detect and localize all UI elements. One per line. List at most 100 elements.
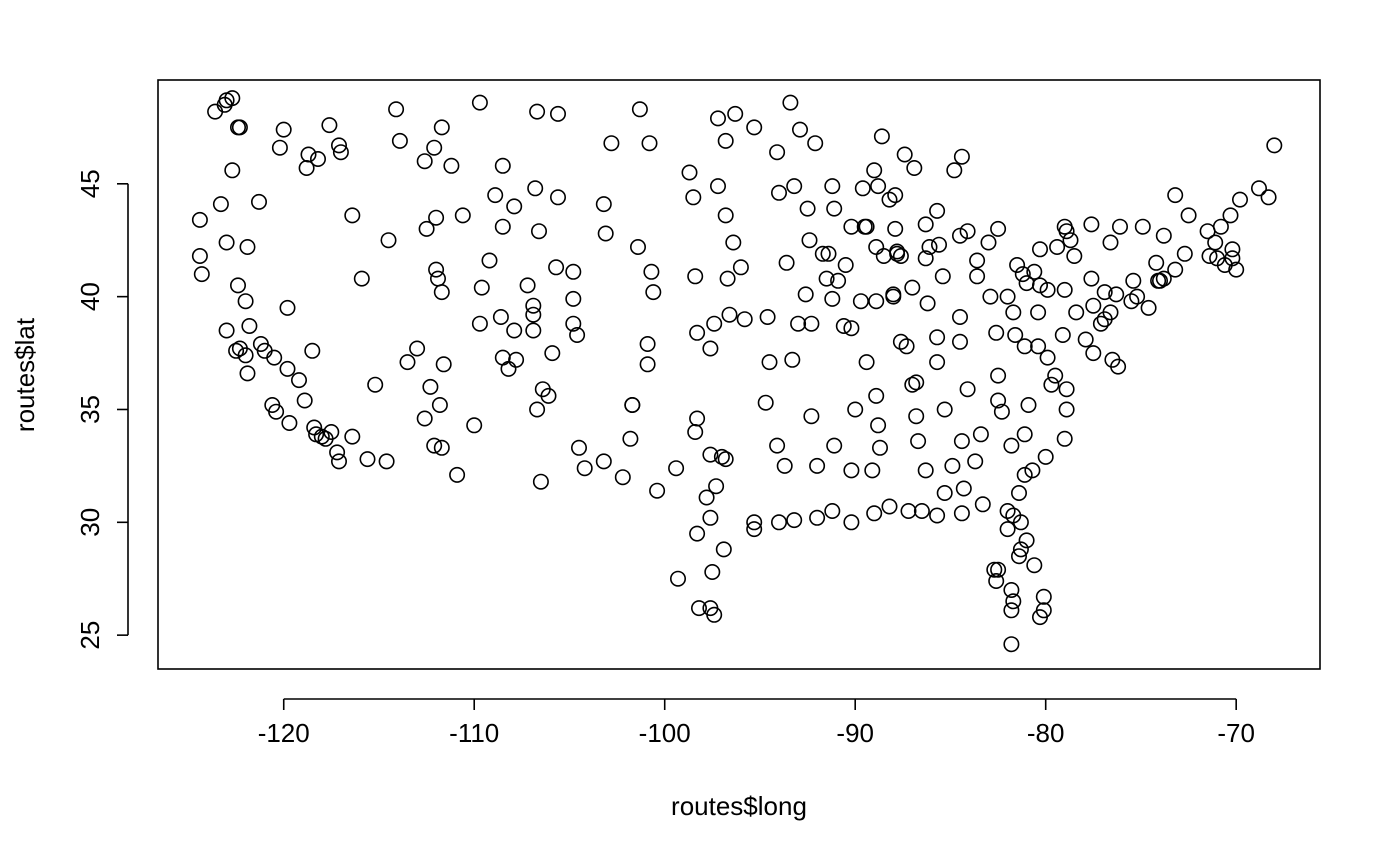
data-point [344,428,361,445]
data-point [1010,484,1027,501]
data-point [1201,248,1218,265]
data-point [309,151,326,168]
data-point [271,139,288,156]
data-point [1049,239,1066,256]
data-point [866,162,883,179]
data-point [1030,338,1047,355]
data-point [951,227,968,244]
data-point [746,514,763,531]
data-point [955,480,972,497]
data-point [934,268,951,285]
data-point [597,225,614,242]
data-point [565,263,582,280]
data-point [629,239,646,256]
data-point [719,270,736,287]
data-point [1083,270,1100,287]
data-point [786,178,803,195]
data-point [544,345,561,362]
data-point [494,349,511,366]
data-point [854,180,871,197]
data-point [990,392,1007,409]
data-point [953,505,970,522]
data-point [953,148,970,165]
data-point [1085,345,1102,362]
data-point [898,338,915,355]
data-point [433,284,450,301]
data-point [864,462,881,479]
data-points [191,90,1283,653]
data-point [668,460,685,477]
data-point [702,600,719,617]
data-point [946,162,963,179]
data-point [1043,376,1060,393]
data-point [275,121,292,138]
data-point [218,322,235,339]
data-point [871,439,888,456]
data-point [388,101,405,118]
data-point [1066,248,1083,265]
data-point [279,360,296,377]
data-point [858,354,875,371]
data-point [1005,304,1022,321]
data-point [990,220,1007,237]
data-point [1032,241,1049,258]
data-point [974,496,991,513]
y-axis: 25 30 35 40 45 [75,169,129,650]
data-point [241,317,258,334]
data-point [281,414,298,431]
data-point [298,160,315,177]
data-point [885,286,902,303]
data-point [344,207,361,224]
data-point [776,457,793,474]
data-point [1056,430,1073,447]
data-point [715,541,732,558]
data-point [713,448,730,465]
data-point [736,311,753,328]
data-point [525,322,542,339]
data-point [959,223,976,240]
data-point [921,239,938,256]
data-point [689,324,706,341]
data-point [1005,593,1022,610]
data-point [873,128,890,145]
data-point [1224,250,1241,267]
data-point [887,187,904,204]
data-point [929,354,946,371]
data-point [1062,232,1079,249]
data-point [1039,281,1056,298]
data-point [1207,234,1224,251]
data-point [595,453,612,470]
data-point [669,570,686,587]
data-point [770,514,787,531]
data-point [746,521,763,538]
data-point [1228,261,1245,278]
data-point [487,187,504,204]
data-point [746,119,763,136]
data-point [1014,266,1031,283]
data-point [929,329,946,346]
data-point [279,299,296,316]
data-point [868,387,885,404]
data-point [426,437,443,454]
data-point [858,218,875,235]
data-point [826,200,843,217]
data-point [1266,137,1283,154]
data-point [191,211,208,228]
data-point [569,326,586,343]
data-point [268,403,285,420]
data-point [782,94,799,111]
data-point [639,356,656,373]
data-point [799,200,816,217]
data-point [431,396,448,413]
data-point [631,101,648,118]
data-point [988,572,1005,589]
data-point [936,484,953,501]
data-point [529,401,546,418]
data-point [904,279,921,296]
data-point [986,561,1003,578]
data-point [332,144,349,161]
data-point [681,164,698,181]
data-point [990,561,1007,578]
data-point [761,354,778,371]
